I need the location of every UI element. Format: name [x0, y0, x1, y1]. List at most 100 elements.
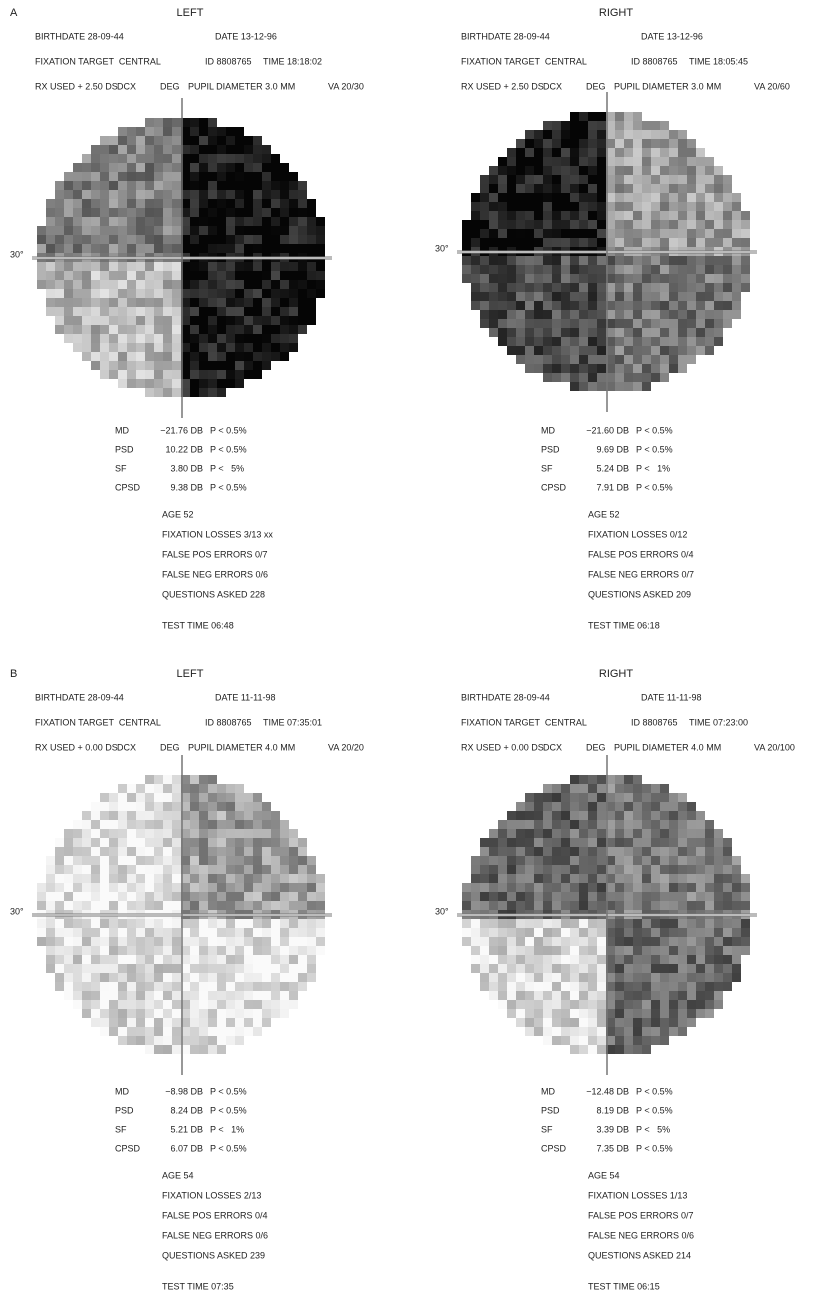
- field-cell: [262, 991, 271, 1000]
- field-cell: [597, 1000, 606, 1009]
- index-p: P < 0.5%: [210, 482, 247, 492]
- field-cell: [570, 292, 579, 301]
- field-cell: [145, 262, 154, 271]
- field-cell: [561, 157, 570, 166]
- field-cell: [226, 181, 235, 190]
- field-cell: [100, 334, 109, 343]
- field-cell: [723, 265, 732, 274]
- field-cell: [489, 274, 498, 283]
- field-cell: [642, 811, 651, 820]
- field-cell: [190, 802, 199, 811]
- field-cell: [741, 919, 750, 928]
- field-cell: [696, 991, 705, 1000]
- field-cell: [714, 946, 723, 955]
- field-cell: [516, 238, 525, 247]
- field-cell: [55, 307, 64, 316]
- field-cell: [561, 820, 570, 829]
- field-cell: [100, 874, 109, 883]
- eye-label: LEFT: [177, 668, 204, 680]
- field-cell: [262, 901, 271, 910]
- field-cell: [705, 829, 714, 838]
- field-cell: [660, 211, 669, 220]
- field-cell: [651, 328, 660, 337]
- field-cell: [606, 865, 615, 874]
- field-cell: [597, 148, 606, 157]
- field-cell: [534, 346, 543, 355]
- field-cell: [154, 829, 163, 838]
- field-cell: [498, 937, 507, 946]
- field-cell: [154, 1036, 163, 1045]
- field-cell: [543, 1036, 552, 1045]
- field-cell: [163, 883, 172, 892]
- field-cell: [163, 379, 172, 388]
- field-cell: [732, 301, 741, 310]
- field-cell: [181, 847, 190, 856]
- field-cell: [579, 310, 588, 319]
- field-cell: [181, 343, 190, 352]
- field-cell: [244, 352, 253, 361]
- field-cell: [732, 202, 741, 211]
- field-cell: [64, 208, 73, 217]
- field-cell: [145, 154, 154, 163]
- field-cell: [307, 973, 316, 982]
- field-cell: [678, 838, 687, 847]
- field-cell: [37, 262, 46, 271]
- field-cell: [669, 220, 678, 229]
- field-cell: [190, 874, 199, 883]
- field-cell: [552, 901, 561, 910]
- field-cell: [235, 307, 244, 316]
- field-cell: [489, 328, 498, 337]
- field-cell: [226, 946, 235, 955]
- field-cell: [588, 166, 597, 175]
- field-cell: [226, 829, 235, 838]
- field-cell: [289, 1000, 298, 1009]
- field-cell: [615, 292, 624, 301]
- field-cell: [190, 325, 199, 334]
- field-cell: [208, 361, 217, 370]
- field-cell: [271, 307, 280, 316]
- field-cell: [298, 271, 307, 280]
- field-cell: [100, 892, 109, 901]
- field-cell: [127, 127, 136, 136]
- field-cell: [714, 166, 723, 175]
- field-cell: [678, 1027, 687, 1036]
- field-cell: [181, 334, 190, 343]
- field-cell: [669, 202, 678, 211]
- field-cell: [615, 982, 624, 991]
- field-cell: [723, 964, 732, 973]
- field-cell: [516, 937, 525, 946]
- field-cell: [109, 982, 118, 991]
- field-cell: [199, 919, 208, 928]
- field-cell: [190, 820, 199, 829]
- field-cell: [226, 793, 235, 802]
- field-cell: [127, 271, 136, 280]
- field-cell: [100, 262, 109, 271]
- field-cell: [534, 802, 543, 811]
- field-cell: [597, 319, 606, 328]
- field-cell: [588, 946, 597, 955]
- field-cell: [73, 181, 82, 190]
- field-cell: [462, 274, 471, 283]
- field-cell: [136, 784, 145, 793]
- field-cell: [597, 847, 606, 856]
- field-cell: [588, 319, 597, 328]
- field-cell: [660, 121, 669, 130]
- field-cell: [163, 964, 172, 973]
- field-cell: [534, 283, 543, 292]
- field-cell: [687, 847, 696, 856]
- field-cell: [462, 256, 471, 265]
- field-cell: [552, 829, 561, 838]
- field-cell: [298, 856, 307, 865]
- field-cell: [525, 175, 534, 184]
- field-cell: [498, 238, 507, 247]
- field-cell: [543, 265, 552, 274]
- field-cell: [624, 382, 633, 391]
- field-cell: [190, 901, 199, 910]
- field-cell: [280, 955, 289, 964]
- field-cell: [507, 193, 516, 202]
- field-cell: [289, 838, 298, 847]
- field-cell: [678, 811, 687, 820]
- field-cell: [253, 190, 262, 199]
- field-cell: [145, 244, 154, 253]
- field-cell: [208, 811, 217, 820]
